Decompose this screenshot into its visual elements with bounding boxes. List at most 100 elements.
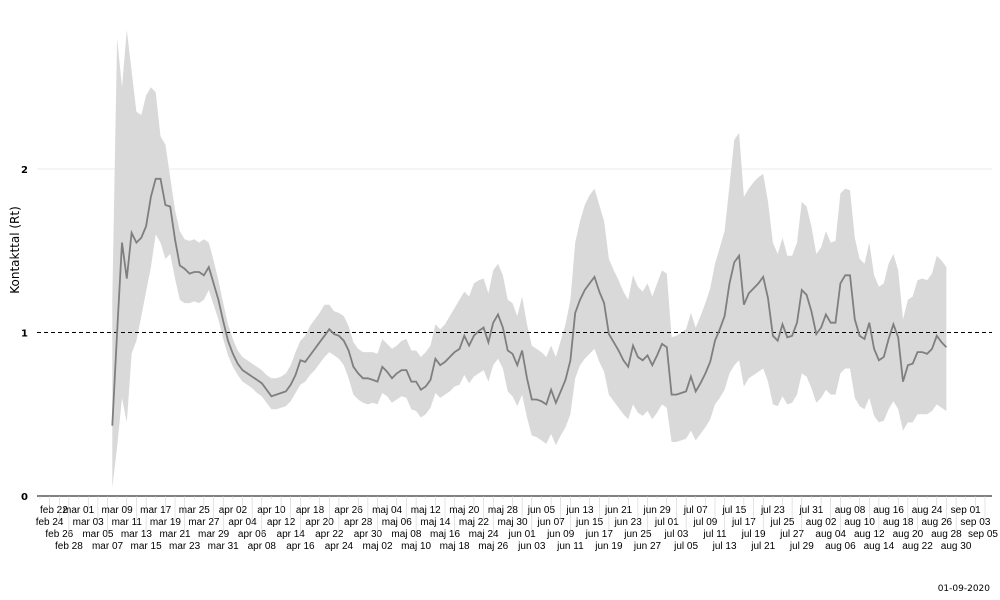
x-tick-label: jun 01 [507, 529, 536, 540]
x-tick-label: apr 08 [248, 541, 277, 552]
x-tick-label: jun 19 [594, 541, 623, 552]
x-tick-label: aug 22 [902, 541, 933, 552]
x-tick-label: aug 14 [864, 541, 895, 552]
x-tick-label: jun 29 [642, 505, 671, 516]
x-tick-label: sep 01 [951, 505, 981, 516]
x-tick-label: jun 15 [575, 517, 604, 528]
x-tick-label: jul 31 [798, 505, 823, 516]
y-tick-label: 0 [21, 492, 28, 503]
x-tick-label: jun 09 [546, 529, 575, 540]
x-tick-label: maj 24 [469, 529, 499, 540]
x-tick-label: maj 12 [411, 505, 441, 516]
x-tick-label: jul 25 [770, 517, 795, 528]
x-tick-label: mar 17 [140, 505, 172, 516]
x-tick-label: mar 21 [159, 529, 191, 540]
x-tick-label: jul 03 [663, 529, 688, 540]
x-tick-label: mar 19 [150, 517, 182, 528]
x-tick-label: maj 26 [478, 541, 508, 552]
x-tick-label: aug 10 [844, 517, 875, 528]
x-tick-label: feb 22 [40, 505, 68, 516]
x-tick-label: apr 28 [344, 517, 373, 528]
x-tick-label: jul 11 [702, 529, 727, 540]
x-tick-label: aug 20 [893, 529, 924, 540]
x-tick-label: maj 02 [362, 541, 392, 552]
x-tick-label: mar 31 [208, 541, 240, 552]
x-tick-label: apr 18 [296, 505, 325, 516]
y-ticks: 0 1 2 [21, 165, 28, 503]
x-tick-label: mar 29 [198, 529, 230, 540]
x-tick-label: aug 04 [815, 529, 846, 540]
x-tick-label: maj 30 [497, 517, 527, 528]
x-tick-label: jun 13 [565, 505, 594, 516]
x-tick-label: aug 12 [854, 529, 885, 540]
x-tick-label: feb 26 [45, 529, 73, 540]
x-tick-label: jun 07 [536, 517, 565, 528]
x-tick-label: aug 24 [912, 505, 943, 516]
x-tick-label: maj 18 [440, 541, 470, 552]
x-tick-label: maj 16 [430, 529, 460, 540]
x-tick-label: aug 26 [922, 517, 953, 528]
x-tick-label: mar 07 [92, 541, 124, 552]
x-tick-label: aug 16 [873, 505, 904, 516]
x-tick-label: jul 07 [683, 505, 708, 516]
x-tick-label: jun 11 [556, 541, 584, 552]
x-tick-label: apr 06 [238, 529, 267, 540]
x-tick-label: mar 03 [73, 517, 105, 528]
x-tick-label: apr 22 [315, 529, 344, 540]
x-tick-label: jun 21 [604, 505, 633, 516]
y-tick-label: 1 [21, 329, 28, 340]
x-tick-label: jul 27 [779, 529, 804, 540]
x-tick-label: jun 05 [527, 505, 556, 516]
rt-line [111, 177, 948, 426]
x-tick-label: mar 11 [112, 517, 143, 528]
x-tick-label: apr 30 [354, 529, 383, 540]
x-tick-label: apr 12 [267, 517, 296, 528]
x-tick-label: aug 30 [941, 541, 972, 552]
x-tick-label: jul 13 [712, 541, 737, 552]
caption-date: 01-09-2020 [938, 584, 991, 594]
x-tick-label: apr 24 [325, 541, 354, 552]
x-tick-label: jun 27 [633, 541, 662, 552]
x-tick-label: jul 15 [721, 505, 746, 516]
x-tick-label: jul 09 [692, 517, 717, 528]
x-tick-label: maj 20 [449, 505, 479, 516]
x-tick-label: feb 24 [36, 517, 64, 528]
x-tick-label: mar 15 [131, 541, 163, 552]
x-tick-label: maj 08 [391, 529, 421, 540]
x-tick-label: jul 05 [673, 541, 698, 552]
x-tick-label: jul 19 [741, 529, 766, 540]
x-tick-label: aug 06 [825, 541, 856, 552]
x-tick-label: mar 27 [188, 517, 220, 528]
x-tick-label: apr 10 [257, 505, 286, 516]
x-tick-label: maj 22 [459, 517, 489, 528]
x-tick-label: mar 01 [63, 505, 95, 516]
x-tick-label: jun 03 [517, 541, 546, 552]
x-tick-label: maj 04 [372, 505, 402, 516]
x-tick-label: jun 17 [585, 529, 614, 540]
x-tick-label: maj 10 [401, 541, 431, 552]
x-tick-label: mar 25 [179, 505, 211, 516]
x-tick-label: mar 05 [82, 529, 114, 540]
x-tick-label: sep 03 [960, 517, 990, 528]
x-tick-label: mar 13 [121, 529, 153, 540]
x-tick-label: apr 02 [219, 505, 248, 516]
x-tick-label: jun 23 [614, 517, 643, 528]
x-tick-label: sep 05 [968, 529, 998, 540]
x-tick-label: aug 18 [883, 517, 914, 528]
x-tick-label: apr 14 [277, 529, 306, 540]
x-tick-label: aug 28 [931, 529, 962, 540]
x-tick-label: jul 01 [654, 517, 679, 528]
confidence-band [112, 30, 947, 488]
x-tick-label: apr 26 [334, 505, 363, 516]
x-tick-label: apr 16 [286, 541, 315, 552]
x-tick-label: apr 04 [228, 517, 257, 528]
x-tick-label: mar 23 [169, 541, 201, 552]
x-tick-label: apr 20 [305, 517, 334, 528]
x-tick-label: maj 14 [420, 517, 450, 528]
x-tick-label: jul 17 [731, 517, 756, 528]
x-tick-label: jul 23 [760, 505, 785, 516]
x-tick-label: mar 09 [102, 505, 134, 516]
y-tick-label: 2 [21, 165, 28, 176]
